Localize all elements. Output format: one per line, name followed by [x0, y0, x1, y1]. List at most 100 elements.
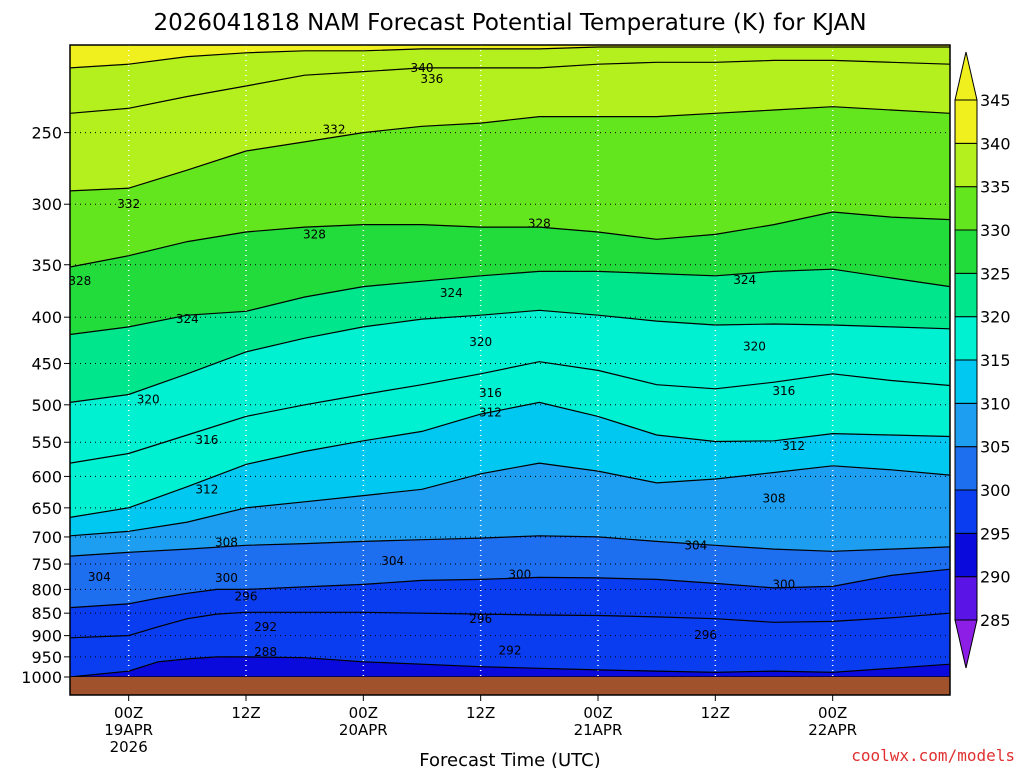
x-axis-label: Forecast Time (UTC)	[419, 750, 600, 768]
y-tick-label-700: 700	[31, 528, 62, 547]
colorbar-segment-340	[954, 99, 978, 144]
y-tick-label-800: 800	[31, 580, 62, 599]
colorbar-label-310: 310	[980, 394, 1011, 413]
y-tick-label-400: 400	[31, 308, 62, 327]
x-tick-label-48-2: 21APR	[574, 721, 623, 739]
contour-308	[70, 462, 950, 537]
y-tick-label-500: 500	[31, 396, 62, 415]
contour-label-312: 312	[782, 439, 805, 453]
x-tick-label-72-1: 00Z	[818, 704, 847, 722]
contour-332	[70, 106, 950, 192]
x-tick-label-36-1: 12Z	[466, 704, 495, 722]
x-tick-label-48-1: 00Z	[583, 704, 612, 722]
contour-label-324: 324	[733, 273, 756, 287]
colorbar-extend-low	[954, 619, 978, 669]
contour-340	[70, 46, 950, 69]
contour-label-336: 336	[420, 72, 443, 86]
contour-label-308: 308	[215, 536, 238, 550]
x-tick-label-0-1: 00Z	[114, 704, 143, 722]
contour-label-304: 304	[381, 554, 404, 568]
y-tick-label-650: 650	[31, 499, 62, 518]
contour-320	[70, 309, 950, 403]
colorbar-label-285: 285	[980, 611, 1011, 630]
contour-label-308: 308	[763, 492, 786, 506]
colorbar-segment-305	[954, 402, 978, 448]
contour-label-304: 304	[88, 570, 111, 584]
band-below-292	[70, 656, 950, 677]
contour-label-328: 328	[303, 227, 326, 241]
x-tick-label-24-2: 20APR	[339, 721, 388, 739]
color-bands	[70, 45, 950, 677]
contour-label-316: 316	[772, 384, 795, 398]
contour-304	[70, 535, 950, 557]
contour-label-288: 288	[254, 645, 277, 659]
contour-label-320: 320	[743, 339, 766, 353]
x-tick-label-24-1: 00Z	[349, 704, 378, 722]
contour-label-300: 300	[215, 571, 238, 585]
contour-312	[70, 401, 950, 518]
x-tick-label-0-3: 2026	[110, 738, 148, 756]
contour-label-324: 324	[176, 312, 199, 326]
colorbar-label-320: 320	[980, 308, 1011, 327]
y-tick-label-950: 950	[31, 648, 62, 667]
ground-strip	[70, 677, 950, 695]
contour-label-324: 324	[440, 286, 463, 300]
contour-label-320: 320	[137, 392, 160, 406]
contour-label-312: 312	[195, 482, 218, 496]
y-tick-label-1000: 1000	[21, 668, 62, 687]
colorbar-label-325: 325	[980, 264, 1011, 283]
contour-label-316: 316	[479, 386, 502, 400]
y-axis: 250 300 350 400 450 500 550 600 650 700 750 800 850 9…	[21, 124, 70, 687]
colorbar-label-335: 335	[980, 178, 1011, 197]
x-tick-label-60-1: 12Z	[701, 704, 730, 722]
colorbar-label-315: 315	[980, 351, 1011, 370]
colorbar-label-295: 295	[980, 524, 1011, 543]
y-tick-label-300: 300	[31, 195, 62, 214]
contour-label-332: 332	[323, 122, 346, 136]
contour-324	[70, 268, 950, 336]
colorbar-segment-300	[954, 446, 978, 491]
contour-316	[70, 361, 950, 464]
y-tick-label-550: 550	[31, 433, 62, 452]
contour-label-300: 300	[772, 577, 795, 591]
colorbar-segment-285	[954, 576, 978, 621]
colorbar-segment-320	[954, 272, 978, 318]
contour-label-300: 300	[508, 567, 531, 581]
contour-296	[70, 611, 950, 639]
colorbar-segment-325	[954, 229, 978, 274]
colorbar-label-345: 345	[980, 91, 1011, 110]
plot-frame	[69, 44, 951, 696]
colorbar: 285 290 295 300 305 310 315 320 325 330 335 340 345	[954, 51, 1011, 669]
contour-label-296: 296	[694, 628, 717, 642]
colorbar-label-290: 290	[980, 568, 1011, 587]
colorbar-label-305: 305	[980, 438, 1011, 457]
x-tick-label-0-2: 19APR	[104, 721, 153, 739]
y-tick-label-850: 850	[31, 604, 62, 623]
contour-label-304: 304	[684, 538, 707, 552]
colorbar-segment-330	[954, 186, 978, 231]
colorbar-segment-315	[954, 316, 978, 361]
y-tick-label-600: 600	[31, 467, 62, 486]
y-tick-label-350: 350	[31, 256, 62, 275]
contour-label-312: 312	[479, 406, 502, 420]
contour-label-320: 320	[469, 335, 492, 349]
colorbar-label-340: 340	[980, 134, 1011, 153]
y-tick-label-450: 450	[31, 354, 62, 373]
contour-292	[70, 656, 950, 677]
x-tick-label-12-1: 12Z	[231, 704, 260, 722]
credit-text: coolwx.com/models	[851, 746, 1015, 765]
chart-title: 2026041818 NAM Forecast Potential Temper…	[153, 10, 866, 36]
contour-label-328: 328	[68, 274, 91, 288]
contour-label-316: 316	[195, 433, 218, 447]
colorbar-segment-335	[954, 142, 978, 188]
contour-336	[70, 59, 950, 114]
colorbar-segment-310	[954, 359, 978, 404]
contour-label-328: 328	[528, 216, 551, 230]
contour-lines	[70, 46, 950, 677]
colorbar-extend-high	[954, 51, 978, 101]
x-tick-label-72-2: 22APR	[808, 721, 857, 739]
contour-label-340: 340	[411, 61, 434, 75]
